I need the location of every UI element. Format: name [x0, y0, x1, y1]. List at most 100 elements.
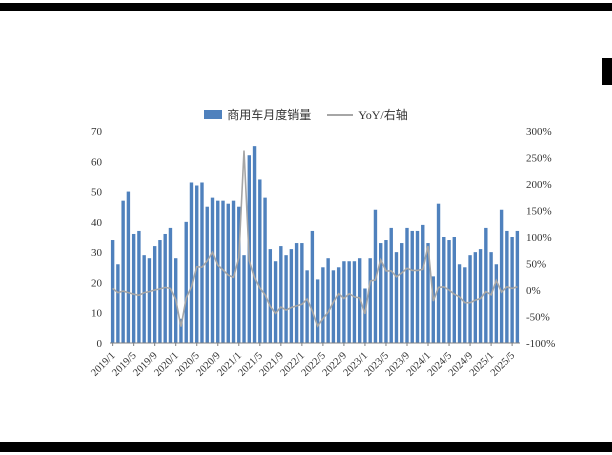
x-axis-label: 2025/5 — [489, 350, 517, 378]
sales-bar — [200, 182, 204, 343]
sales-bar — [252, 146, 257, 343]
sales-bar — [442, 237, 446, 343]
sales-bar — [142, 255, 146, 343]
sales-bar — [457, 264, 462, 343]
sales-bar — [147, 258, 152, 343]
sales-bar — [137, 230, 141, 343]
sales-bar — [389, 227, 393, 343]
sales-bar — [242, 255, 246, 343]
right-axis-tick-label: 150% — [526, 206, 552, 218]
sales-bar — [431, 276, 435, 343]
sales-bar — [373, 209, 378, 343]
sales-bar — [436, 203, 441, 343]
sales-bar — [168, 227, 173, 343]
sales-bar — [410, 230, 414, 343]
sales-bar — [510, 237, 514, 343]
sales-bar — [400, 243, 404, 343]
left-axis-tick-label: 10 — [91, 308, 103, 320]
sales-bar — [310, 230, 315, 343]
sales-bar — [368, 258, 372, 343]
sales-bar — [331, 270, 336, 343]
line-series-swatch-icon — [327, 113, 354, 116]
left-axis-tick-label: 40 — [91, 217, 103, 229]
left-axis-tick-label: 60 — [91, 156, 103, 168]
sales-bar — [284, 255, 288, 343]
sales-bar — [273, 261, 278, 343]
left-axis-tick-label: 0 — [97, 338, 103, 350]
sales-bar — [131, 233, 136, 343]
sales-bar — [205, 206, 209, 343]
sales-bar — [321, 267, 325, 343]
sales-bar — [347, 261, 351, 343]
right-edge-mark — [602, 58, 612, 85]
sales-bar — [463, 267, 467, 343]
sales-bar — [237, 206, 241, 343]
right-axis-tick-label: -100% — [526, 338, 555, 350]
sales-bar — [163, 233, 167, 343]
sales-bar — [126, 191, 131, 343]
sales-bar — [189, 182, 194, 343]
line-series-label: YoY/右轴 — [358, 108, 408, 122]
sales-bar — [221, 200, 225, 343]
chart-legend: 商用车月度销量 YoY/右轴 — [0, 106, 612, 123]
sales-bar — [447, 240, 451, 343]
sales-bar — [394, 252, 399, 343]
right-axis-tick-label: 50% — [526, 259, 546, 271]
sales-bar — [468, 255, 472, 343]
sales-bar — [184, 221, 188, 343]
sales-bar — [384, 240, 388, 343]
sales-bar — [363, 288, 367, 343]
sales-bar — [379, 243, 383, 343]
bottom-edge-strip — [0, 442, 612, 452]
right-axis-tick-label: -50% — [526, 312, 550, 324]
sales-bar — [357, 258, 362, 343]
top-edge-strip — [0, 3, 612, 11]
sales-bar — [210, 197, 215, 343]
sales-bar — [499, 209, 504, 343]
right-axis-tick-label: 250% — [526, 153, 552, 165]
sales-bar — [326, 258, 330, 343]
sales-bar — [405, 227, 409, 343]
sales-bar — [158, 240, 162, 343]
sales-bar — [489, 252, 493, 343]
sales-bar — [300, 243, 304, 343]
sales-bar — [484, 227, 488, 343]
sales-bar — [494, 264, 499, 343]
sales-bar — [279, 246, 283, 343]
sales-bar — [121, 200, 125, 343]
sales-bar — [473, 252, 478, 343]
sales-bar — [263, 197, 267, 343]
sales-bar — [258, 179, 262, 343]
sales-bar — [478, 249, 483, 343]
right-axis-tick-label: 0% — [526, 285, 541, 297]
sales-bar — [152, 246, 157, 343]
left-axis-tick-label: 50 — [91, 187, 103, 199]
sales-bar — [342, 261, 346, 343]
legend-item-line: YoY/右轴 — [327, 106, 408, 123]
sales-bar — [268, 249, 273, 343]
sales-bar — [216, 200, 220, 343]
sales-bar — [315, 279, 320, 343]
sales-bar — [352, 261, 357, 343]
sales-bar — [305, 270, 309, 343]
sales-bar — [231, 200, 236, 343]
sales-bar — [226, 203, 230, 343]
sales-bar — [289, 249, 294, 343]
sales-bar — [452, 237, 456, 343]
bar-series-label: 商用车月度销量 — [227, 108, 312, 122]
sales-bar — [110, 240, 115, 343]
sales-bar — [179, 318, 183, 343]
left-axis-tick-label: 30 — [91, 247, 103, 259]
legend-item-bars: 商用车月度销量 — [204, 106, 311, 123]
sales-bar — [426, 243, 430, 343]
left-axis-tick-label: 20 — [91, 277, 103, 289]
right-axis-tick-label: 300% — [526, 126, 552, 138]
yoy-line — [112, 150, 518, 328]
bar-series-swatch-icon — [204, 110, 223, 119]
sales-bar — [415, 230, 420, 343]
sales-bar — [116, 264, 120, 343]
sales-bar — [195, 185, 199, 343]
sales-bar — [336, 267, 341, 343]
